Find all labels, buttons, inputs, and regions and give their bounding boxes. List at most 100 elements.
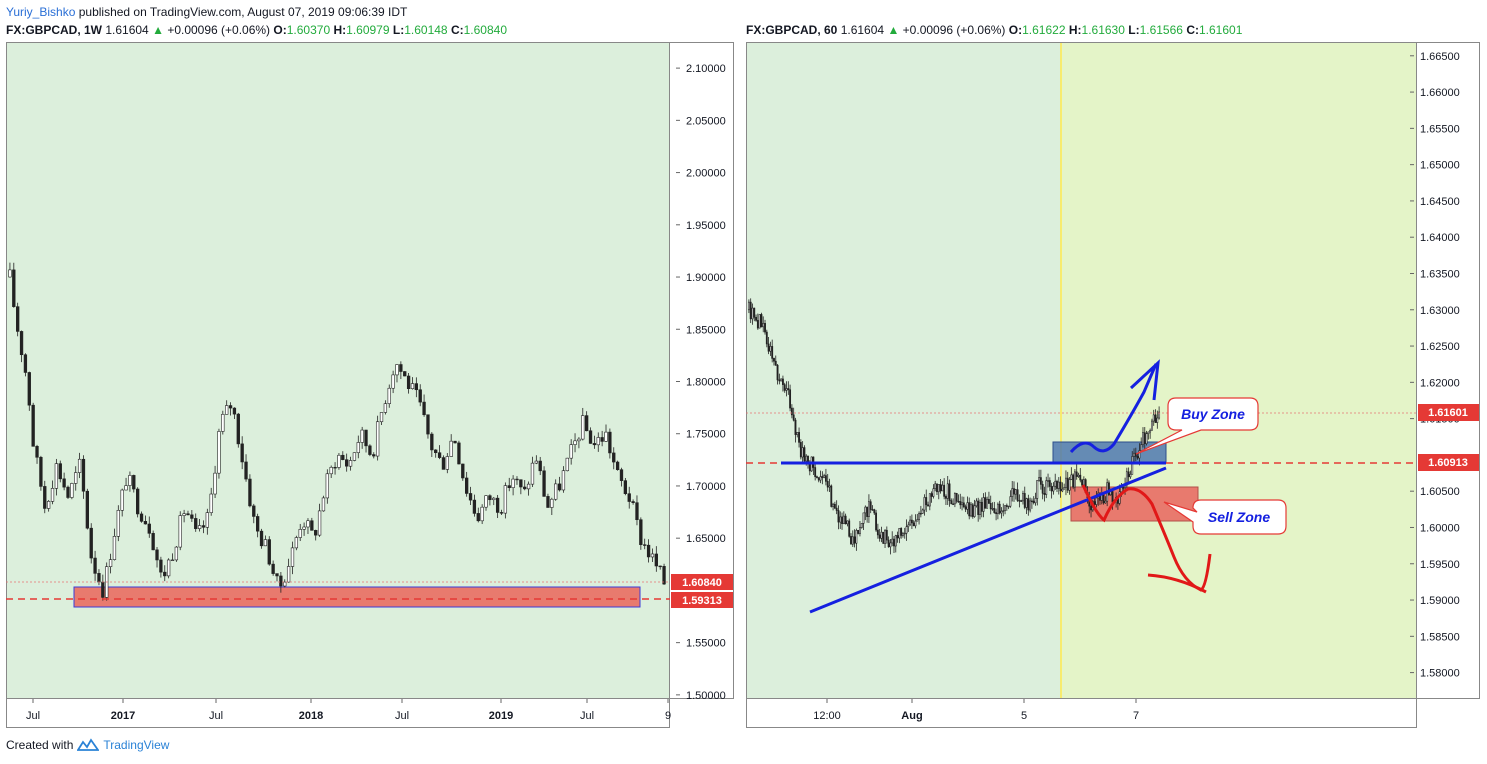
candle-body: [973, 505, 976, 517]
candle-body: [928, 493, 931, 507]
time-axis[interactable]: [6, 698, 670, 728]
candle-body: [1151, 420, 1153, 431]
candle-body: [945, 496, 947, 499]
candle-body: [1140, 444, 1143, 451]
price-axis[interactable]: [1416, 42, 1480, 699]
candle-body: [850, 536, 852, 545]
candle-body: [774, 360, 777, 366]
hourly-chart[interactable]: 1.66500 1.66000 1.65500 1.65000 1.64500 1.640…: [746, 42, 1480, 728]
candle-body: [54, 463, 59, 489]
trend-line[interactable]: [809, 466, 1167, 614]
candle-body: [205, 512, 209, 528]
candle-body: [998, 503, 1001, 514]
candle-body: [197, 525, 202, 529]
candle-body: [964, 506, 967, 510]
candle-body: [823, 475, 826, 478]
candle-body: [930, 493, 933, 497]
right-price: 1.61604: [840, 23, 885, 37]
candle-body: [833, 503, 836, 509]
x-tick-label: 2018: [299, 710, 323, 722]
candle-body: [341, 454, 345, 460]
candle-body: [846, 520, 849, 525]
right-close: 1.61601: [1198, 23, 1243, 37]
candle-body: [472, 499, 477, 514]
candle-body: [325, 473, 329, 499]
candle-body: [760, 314, 763, 328]
author-link[interactable]: Yuriy_Bishko: [6, 5, 76, 19]
x-tick-label: Jul: [395, 710, 409, 722]
candle-body: [891, 538, 894, 544]
candle-body: [943, 484, 946, 497]
candle-body: [194, 518, 198, 529]
buy-zone-callout[interactable]: [1135, 397, 1259, 455]
footer-brand[interactable]: TradingView: [103, 738, 170, 752]
candle-body: [1142, 432, 1144, 445]
candle-body: [934, 483, 937, 490]
candle-body: [1068, 479, 1071, 491]
candle-body: [294, 537, 299, 549]
y-tick-label: 1.60500: [1420, 486, 1460, 498]
candle-body: [986, 498, 989, 509]
candle-body: [23, 354, 28, 373]
candle-body: [209, 493, 213, 513]
candle-body: [900, 528, 903, 536]
candle-body: [923, 497, 926, 511]
candle-body: [885, 529, 888, 541]
candle-body: [604, 431, 608, 442]
candle-body: [1047, 480, 1049, 482]
candle-body: [1054, 480, 1057, 487]
candle-body: [789, 389, 792, 409]
candle-body: [776, 364, 779, 381]
candle-body: [1048, 480, 1051, 487]
candle-body: [329, 466, 333, 475]
candle-body: [859, 527, 861, 534]
buy-zone[interactable]: [1052, 441, 1167, 464]
candle-body: [364, 429, 368, 447]
candle-body: [12, 269, 16, 307]
candle-body: [166, 559, 171, 577]
support-zone[interactable]: [73, 586, 641, 608]
candle-body: [596, 437, 600, 446]
candle-body: [801, 447, 804, 458]
candle-body: [410, 383, 415, 390]
candle-body: [936, 483, 938, 493]
candle-body: [434, 449, 438, 454]
candle-body: [1131, 456, 1134, 475]
candle-body: [70, 483, 74, 498]
candle-body: [1154, 414, 1157, 423]
candle-body: [155, 549, 159, 561]
candle-body: [751, 307, 754, 320]
candle-body: [816, 476, 818, 478]
candle-body: [337, 454, 341, 468]
bullish-arrow-icon: [1129, 359, 1160, 401]
candle-body: [1090, 505, 1092, 511]
sell-zone-label: Sell Zone: [1208, 509, 1270, 525]
y-tick-label: 1.58500: [1420, 631, 1460, 643]
last-price-label: 1.61601: [1428, 407, 1468, 419]
candle-body: [468, 493, 473, 501]
last-price-badge: [671, 574, 733, 590]
candle-body: [259, 530, 264, 547]
candle-body: [321, 497, 326, 512]
candle-body: [1032, 500, 1035, 504]
candle-body: [821, 476, 824, 478]
candle-body: [1072, 474, 1075, 488]
sell-zone-callout[interactable]: [1163, 499, 1287, 535]
candle-body: [58, 463, 62, 480]
candle-body: [914, 520, 917, 527]
buy-zone-label: Buy Zone: [1181, 406, 1245, 422]
candle-body: [995, 512, 998, 515]
candle-body: [798, 432, 800, 443]
candle-body: [921, 509, 924, 514]
candle-body: [627, 493, 631, 502]
candle-body: [1057, 481, 1060, 489]
last-price-badge: [1418, 404, 1479, 421]
candle-body: [867, 501, 870, 517]
candle-body: [902, 533, 904, 536]
weekly-chart[interactable]: 2.10000 2.05000 2.00000 1.95000 1.90000 1.850…: [6, 42, 734, 728]
candle-body: [391, 374, 395, 389]
time-axis[interactable]: [746, 698, 1417, 728]
y-tick-label: 1.64500: [1420, 196, 1460, 208]
candle-body: [1009, 496, 1012, 507]
candle-body: [221, 414, 225, 432]
